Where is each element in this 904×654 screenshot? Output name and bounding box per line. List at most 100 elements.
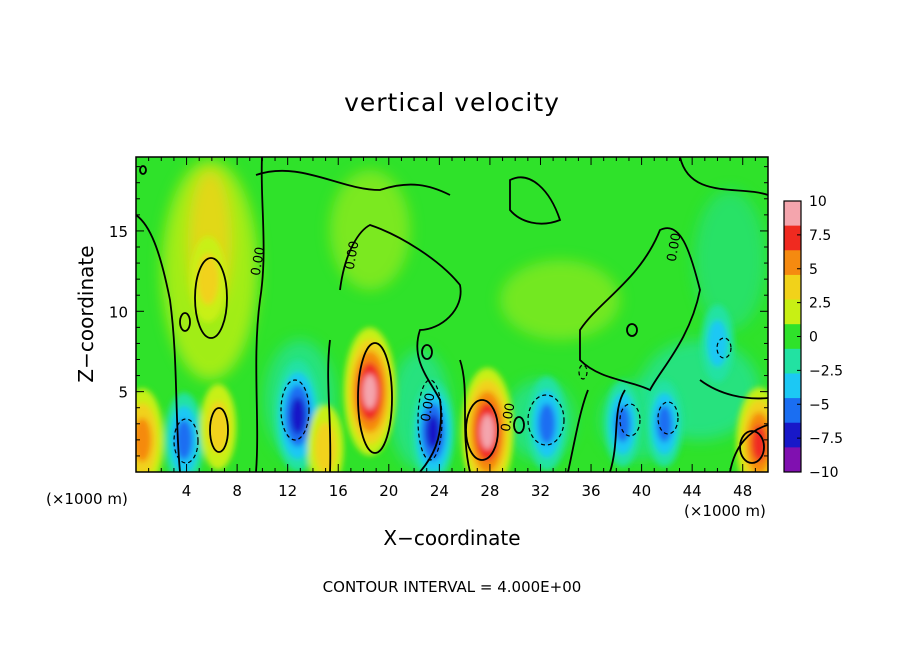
feature-updraft-14	[736, 387, 768, 472]
colorbar-tick-label: −2.5	[809, 363, 843, 379]
x-tick-label: 16	[329, 482, 348, 500]
contour-label-group: 0.00 0.00 0.00 0.00 0.00	[249, 232, 685, 433]
contour-zero-7	[509, 176, 562, 225]
colorbar-segment	[784, 398, 801, 424]
contour-zero-2	[255, 157, 265, 472]
x-tick-label: 48	[733, 482, 752, 500]
colorbar-tick-label: −5	[809, 397, 830, 413]
colorbar-segment	[784, 348, 801, 374]
colorbar-tick-label: 0	[809, 330, 818, 346]
contour-zero-12	[609, 389, 626, 472]
contour-negative	[173, 337, 732, 464]
contour-negative-5	[619, 403, 641, 437]
contour-positive-6	[179, 312, 191, 332]
contour-negative-3	[417, 379, 443, 461]
contour-zero-13	[729, 424, 768, 472]
feature-updraft-6	[307, 404, 344, 472]
colorbar-tick-label: −7.5	[809, 431, 843, 447]
velocity-field	[136, 157, 768, 472]
x-tick-label: 36	[581, 482, 600, 500]
velocity-features	[136, 236, 768, 472]
contour-interval-note: CONTOUR INTERVAL = 4.000E+00	[322, 578, 582, 596]
y-axis-label: Z−coordinate	[74, 245, 98, 383]
contour-negative-7	[716, 337, 732, 359]
contour-label: 0.00	[499, 402, 519, 433]
contour-positive-3	[465, 399, 499, 461]
contour-label: 0.00	[419, 392, 439, 423]
contour-positive-7	[513, 416, 525, 434]
contour-zero-8	[579, 227, 701, 392]
contour-zero-1	[136, 214, 181, 472]
x-tick-label: 28	[480, 482, 499, 500]
x-unit-label-left: (×1000 m)	[46, 490, 128, 508]
feature-downdraft-11	[604, 380, 641, 467]
contour-zero-5	[327, 339, 332, 472]
contour-zero-4	[339, 224, 462, 472]
contour-negative-4	[527, 394, 565, 446]
contour-small-2	[626, 323, 638, 337]
x-unit-label-right: (×1000 m)	[684, 502, 766, 520]
contour-label: 0.00	[343, 240, 363, 271]
feature-updraft-1	[136, 388, 164, 472]
contour-negative-6	[657, 401, 679, 435]
colorbar-segment	[784, 201, 801, 227]
feature-downdraft-8	[411, 380, 455, 472]
contour-label: 0.00	[249, 246, 269, 277]
contour-positive-5	[739, 430, 765, 464]
feature-level	[656, 405, 673, 443]
x-tick-label: 8	[232, 482, 242, 500]
colorbar-segment	[784, 422, 801, 448]
chart-title: vertical velocity	[344, 88, 560, 117]
contour-negative-1	[173, 418, 199, 464]
feature-level	[614, 405, 631, 443]
feature-level	[362, 374, 377, 410]
contour-negative-2	[280, 379, 310, 441]
y-tick-label: 5	[118, 384, 128, 402]
contour-positive-4	[209, 407, 229, 453]
y-tick-label: 15	[109, 223, 128, 241]
colorbar-segment	[784, 299, 801, 325]
contour-zero-11	[567, 389, 589, 472]
contour-zero-6	[459, 359, 471, 472]
feature-updraft-4	[200, 384, 237, 470]
feature-level	[480, 414, 495, 450]
colorbar-tick-label: 5	[809, 262, 818, 278]
feature-level	[314, 422, 337, 472]
contour-positive-2	[357, 342, 393, 454]
contour-zero-9	[679, 157, 768, 196]
contour-zero-10	[699, 379, 768, 400]
colorbar-tick-label: −10	[809, 465, 839, 481]
feature-level	[425, 414, 441, 449]
feature-level	[538, 403, 556, 445]
contour-zero-3	[255, 170, 451, 196]
feature-level	[197, 253, 219, 305]
colorbar-segment	[784, 250, 801, 276]
colorbar-segment	[784, 274, 801, 301]
colorbar-segment	[784, 225, 801, 251]
feature-updraft-9	[461, 367, 514, 472]
contour-lines	[136, 157, 768, 472]
x-axis-label: X−coordinate	[383, 526, 521, 550]
x-tick-label: 44	[683, 482, 702, 500]
colorbar-tick-label: 10	[809, 194, 827, 210]
feature-level	[136, 417, 152, 462]
colorbar-segment	[784, 447, 801, 473]
x-tick-label: 32	[531, 482, 550, 500]
contour-small-3	[139, 165, 147, 175]
feature-updraft-3	[190, 236, 227, 323]
contour-label: 0.00	[665, 232, 685, 263]
contour-small-1	[421, 344, 433, 360]
feature-level	[175, 419, 193, 461]
y-tick-label: 10	[109, 303, 128, 321]
feature-updraft-7	[343, 327, 396, 456]
feature-level	[290, 397, 306, 435]
colorbar-tick-label: 7.5	[809, 228, 831, 244]
colorbar: 10 7.5 5 2.5 0 −2.5 −5 −7.5 −10	[783, 194, 843, 481]
x-tick-label: 40	[632, 482, 651, 500]
x-tick-label: 24	[430, 482, 449, 500]
contour-positive-1	[194, 257, 228, 339]
x-tick-label: 20	[379, 482, 398, 500]
